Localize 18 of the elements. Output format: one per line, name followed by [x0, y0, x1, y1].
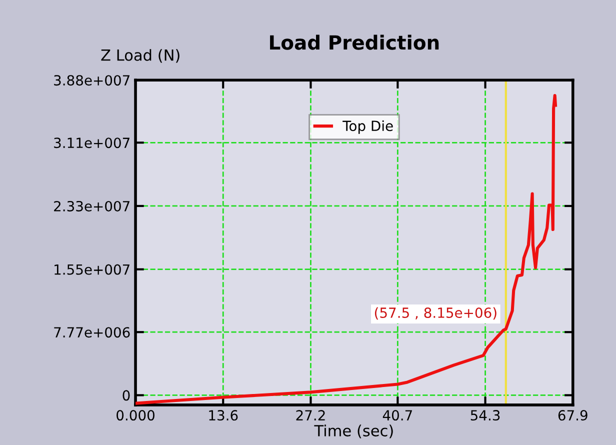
x-tick-label: 13.6 [209, 410, 238, 421]
y-tick-label: 3.88e+007 [54, 75, 130, 86]
chart-title: Load Prediction [270, 34, 439, 50]
line-series [136, 94, 558, 405]
annotation: (57.5 , 8.15e+06) [374, 307, 496, 320]
x-tick-label: 40.7 [382, 410, 412, 421]
x-tick-label: 54.3 [470, 410, 500, 421]
x-tick-label: 0.000 [116, 410, 154, 421]
x-tick-label: 27.2 [296, 410, 325, 420]
y-tick-label: 2.33e+007 [54, 200, 130, 212]
x-axis-title: Time (sec) [314, 424, 393, 438]
y-tick-label: 0 [122, 390, 130, 401]
legend-label: Top Die [342, 120, 393, 134]
y-tick-label: 1.55e+007 [54, 264, 130, 275]
y-axis-title: Z Load (N) [101, 49, 180, 63]
y-tick-label: 7.77e+006 [54, 327, 130, 338]
y-tick-label: 3.11e+007 [54, 138, 130, 148]
x-tick-label: 67.9 [558, 410, 588, 421]
